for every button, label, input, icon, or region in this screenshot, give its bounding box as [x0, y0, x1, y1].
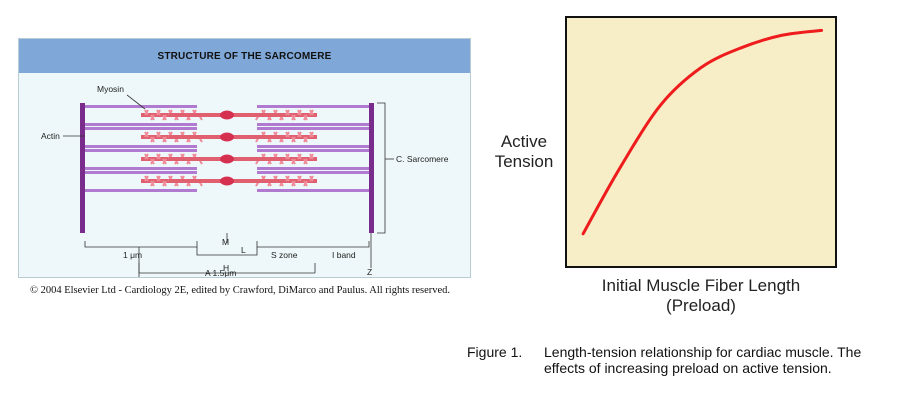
tension-curve-series-0 [581, 28, 824, 236]
y-axis-label-line1: Active [500, 132, 548, 151]
i-band-label: I band [332, 250, 356, 260]
z-line-left [80, 103, 85, 233]
z-line-right [369, 103, 374, 233]
filament-rows [85, 105, 369, 192]
h-zone-label: H [223, 263, 229, 273]
y-axis-label-line2: Tension [494, 152, 554, 171]
figure-caption: Length-tension relationship for cardiac … [544, 344, 862, 376]
x-axis-label: Initial Muscle Fiber Length (Preload) [565, 276, 837, 316]
actin-label: Actin [41, 131, 60, 141]
x-axis-label-line2: (Preload) [666, 296, 736, 315]
m-line-label: M [222, 237, 229, 247]
sarcomere-label: C. Sarcomere [396, 154, 449, 164]
y-axis-label: Active Tension [484, 132, 564, 172]
plot-area [565, 16, 837, 268]
one-micron-label: 1 μm [123, 250, 142, 260]
plot-svg [581, 28, 824, 236]
sarcomere-diagram-title: STRUCTURE OF THE SARCOMERE [19, 39, 470, 73]
myosin-label: Myosin [97, 84, 124, 94]
a-band-bracket [139, 263, 316, 274]
x-axis-label-line1: Initial Muscle Fiber Length [601, 276, 801, 295]
copyright-caption: © 2004 Elsevier Ltd - Cardiology 2E, edi… [30, 285, 451, 296]
l-label: L [241, 245, 246, 255]
figure-number: Figure 1. [467, 344, 523, 360]
s-zone-label: S zone [271, 250, 298, 260]
z-line-label: Z [367, 267, 372, 277]
a-band-label: A 1.5μm [205, 268, 236, 277]
sarcomere-diagram-panel: STRUCTURE OF THE SARCOMERE [18, 38, 471, 278]
sarcomere-diagram: Myosin Actin C. Sarcomere M L 1 μm S zon… [41, 84, 449, 277]
